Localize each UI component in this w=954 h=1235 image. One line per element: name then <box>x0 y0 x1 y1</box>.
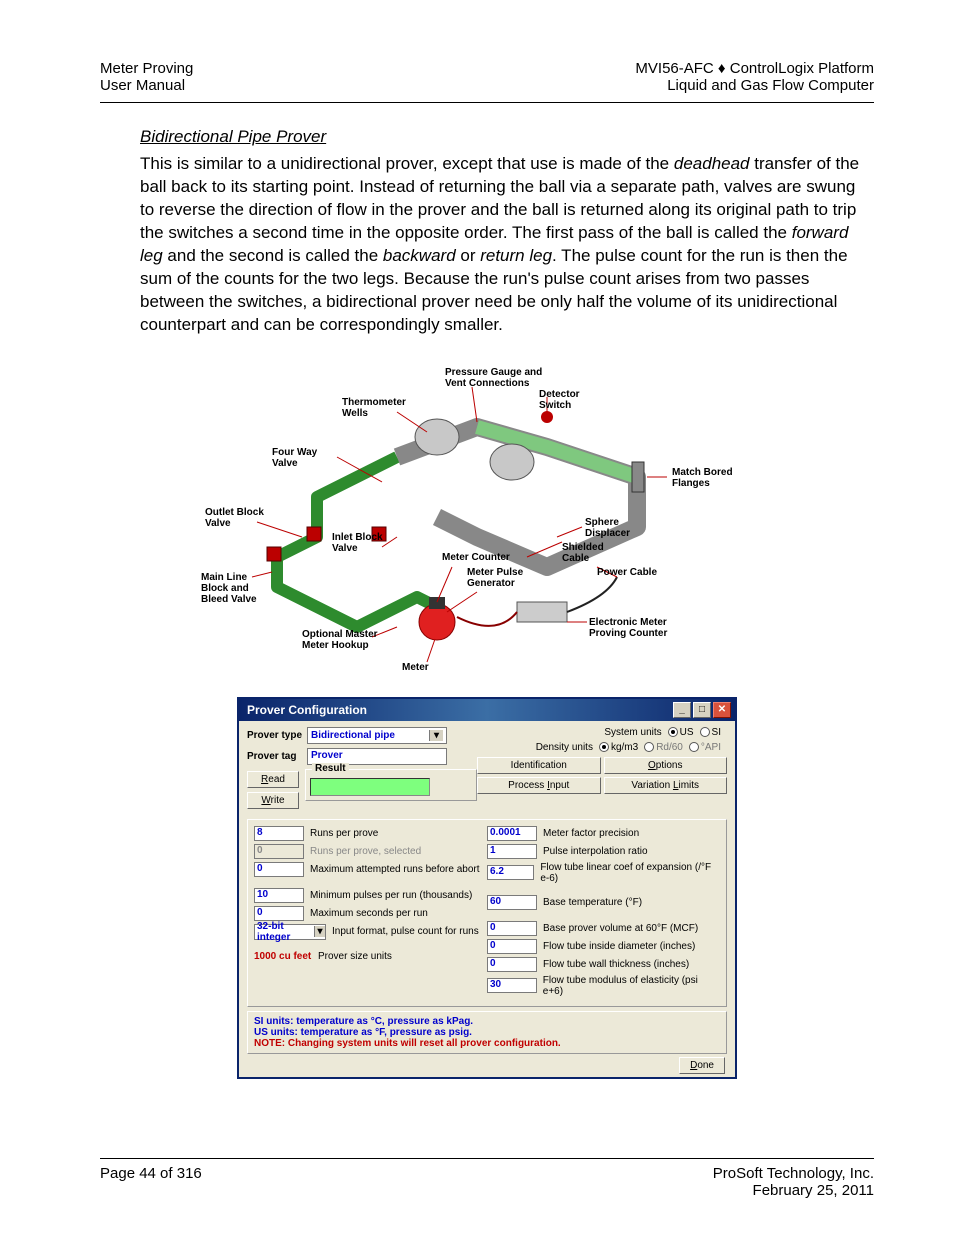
label-shielded: Shielded Cable <box>562 542 604 564</box>
footer-date: February 25, 2011 <box>713 1182 874 1199</box>
label-match-bored: Match Bored Flanges <box>672 467 733 489</box>
result-legend: Result <box>312 763 349 774</box>
result-frame: Result <box>305 769 477 801</box>
label-detector: Detector Switch <box>539 389 580 411</box>
inside-diameter-input[interactable]: 0 <box>487 939 537 954</box>
linear-coef-input[interactable]: 6.2 <box>487 865 534 880</box>
system-units-label: System units <box>604 727 661 738</box>
radio-kgm3[interactable]: kg/m3 <box>599 742 638 753</box>
radio-si[interactable]: SI <box>700 727 721 738</box>
header-left-1: Meter Proving <box>100 60 193 77</box>
label-sphere: Sphere Displacer <box>585 517 630 539</box>
runs-per-prove-input[interactable]: 8 <box>254 826 304 841</box>
prover-type-label: Prover type <box>247 730 307 741</box>
max-attempted-input[interactable]: 0 <box>254 862 304 877</box>
chevron-down-icon: ▾ <box>429 730 443 741</box>
label-inlet-block: Inlet Block Valve <box>332 532 383 554</box>
done-button[interactable]: Done <box>679 1057 725 1074</box>
density-units-label: Density units <box>536 742 593 753</box>
prover-tag-label: Prover tag <box>247 751 307 762</box>
label-meter-counter: Meter Counter <box>442 552 510 563</box>
radio-rd60[interactable]: Rd/60 <box>644 742 683 753</box>
parameters-frame: 8Runs per prove 0Runs per prove, selecte… <box>247 819 727 1007</box>
label-pressure-gauge: Pressure Gauge and Vent Connections <box>445 367 542 389</box>
note-warning: NOTE: Changing system units will reset a… <box>254 1038 720 1049</box>
label-electronic: Electronic Meter Proving Counter <box>589 617 667 639</box>
minimize-button[interactable]: _ <box>673 702 691 718</box>
header-right-2: Liquid and Gas Flow Computer <box>635 77 874 94</box>
footer-page: Page 44 of 316 <box>100 1165 202 1199</box>
dialog-titlebar[interactable]: Prover Configuration _ □ ✕ <box>239 699 735 721</box>
label-outlet-block: Outlet Block Valve <box>205 507 264 529</box>
modulus-input[interactable]: 30 <box>487 978 537 993</box>
meter-factor-input[interactable]: 0.0001 <box>487 826 537 841</box>
maximize-button[interactable]: □ <box>693 702 711 718</box>
label-optional-master: Optional Master Meter Hookup <box>302 629 378 651</box>
prover-type-combo[interactable]: Bidirectional pipe▾ <box>307 727 447 744</box>
label-four-way: Four Way Valve <box>272 447 317 469</box>
notes-frame: SI units: temperature as °C, pressure as… <box>247 1011 727 1054</box>
note-us: US units: temperature as °F, pressure as… <box>254 1027 720 1038</box>
section-title: Bidirectional Pipe Prover <box>140 127 874 147</box>
read-button[interactable]: Read <box>247 771 299 788</box>
prover-diagram: Pressure Gauge and Vent Connections Dete… <box>217 367 757 677</box>
max-seconds-input[interactable]: 0 <box>254 906 304 921</box>
header-right-1: MVI56-AFC ♦ ControlLogix Platform <box>635 60 874 77</box>
base-temp-input[interactable]: 60 <box>487 895 537 910</box>
result-display <box>310 778 430 796</box>
options-button[interactable]: Options <box>604 757 728 774</box>
write-button[interactable]: Write <box>247 792 299 809</box>
wall-thickness-input[interactable]: 0 <box>487 957 537 972</box>
page-header: Meter Proving User Manual MVI56-AFC ♦ Co… <box>100 60 874 103</box>
label-meter: Meter <box>402 662 429 673</box>
process-input-button[interactable]: Process Input <box>477 777 601 794</box>
radio-api[interactable]: °API <box>689 742 721 753</box>
prover-config-dialog: Prover Configuration _ □ ✕ Prover type B… <box>237 697 737 1079</box>
prover-size-value: 1000 cu feet <box>254 951 312 962</box>
footer-company: ProSoft Technology, Inc. <box>713 1165 874 1182</box>
radio-us[interactable]: US <box>668 727 694 738</box>
body-paragraph: This is similar to a unidirectional prov… <box>140 153 874 337</box>
header-left-2: User Manual <box>100 77 193 94</box>
base-volume-input[interactable]: 0 <box>487 921 537 936</box>
runs-selected-input: 0 <box>254 844 304 859</box>
min-pulses-input[interactable]: 10 <box>254 888 304 903</box>
label-power-cable: Power Cable <box>597 567 657 578</box>
input-format-combo[interactable]: 32-bit integer▾ <box>254 924 326 940</box>
variation-limits-button[interactable]: Variation Limits <box>604 777 728 794</box>
pulse-interp-input[interactable]: 1 <box>487 844 537 859</box>
page-footer: Page 44 of 316 ProSoft Technology, Inc. … <box>100 1158 874 1199</box>
identification-button[interactable]: Identification <box>477 757 601 774</box>
label-thermometer: Thermometer Wells <box>342 397 406 419</box>
label-main-line: Main Line Block and Bleed Valve <box>201 572 257 605</box>
close-button[interactable]: ✕ <box>713 702 731 718</box>
label-meter-pulse: Meter Pulse Generator <box>467 567 523 589</box>
dialog-title: Prover Configuration <box>243 703 671 717</box>
chevron-down-icon: ▾ <box>314 926 325 937</box>
note-si: SI units: temperature as °C, pressure as… <box>254 1016 720 1027</box>
